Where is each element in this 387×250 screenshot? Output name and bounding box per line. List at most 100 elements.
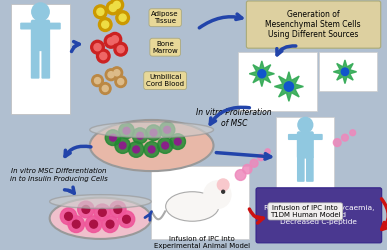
Circle shape <box>82 206 90 213</box>
Circle shape <box>96 49 110 63</box>
FancyBboxPatch shape <box>297 131 314 158</box>
Circle shape <box>258 70 266 78</box>
Circle shape <box>78 201 94 218</box>
Circle shape <box>146 125 161 140</box>
Circle shape <box>217 179 229 191</box>
Circle shape <box>164 126 171 133</box>
Circle shape <box>91 40 104 54</box>
Circle shape <box>162 142 169 149</box>
Circle shape <box>102 86 108 91</box>
Circle shape <box>108 38 115 45</box>
Circle shape <box>341 68 349 76</box>
Circle shape <box>94 44 101 51</box>
Circle shape <box>123 215 130 223</box>
Circle shape <box>204 181 231 208</box>
FancyBboxPatch shape <box>297 156 305 182</box>
Text: Generation of
Mesenchymal Stem Cells
Using Different Sources: Generation of Mesenchymal Stem Cells Usi… <box>265 10 361 40</box>
Circle shape <box>99 82 111 94</box>
Circle shape <box>118 211 135 228</box>
Circle shape <box>132 128 148 144</box>
Text: Umbilical
Cord Blood: Umbilical Cord Blood <box>146 74 184 87</box>
Circle shape <box>150 129 157 136</box>
Circle shape <box>110 134 116 141</box>
Circle shape <box>114 206 122 213</box>
Circle shape <box>113 1 120 8</box>
Circle shape <box>98 208 106 216</box>
Text: Adipose
Tissue: Adipose Tissue <box>151 11 179 24</box>
FancyBboxPatch shape <box>306 156 314 182</box>
Circle shape <box>119 123 134 139</box>
Ellipse shape <box>166 192 219 221</box>
FancyBboxPatch shape <box>41 49 50 79</box>
Circle shape <box>114 42 127 56</box>
Circle shape <box>144 142 159 157</box>
Circle shape <box>298 117 313 132</box>
Circle shape <box>114 70 120 76</box>
FancyBboxPatch shape <box>238 52 317 111</box>
FancyBboxPatch shape <box>20 22 33 30</box>
Text: In vitro Proliferation
of MSC: In vitro Proliferation of MSC <box>196 108 272 128</box>
Circle shape <box>170 134 185 150</box>
Circle shape <box>110 201 126 218</box>
FancyBboxPatch shape <box>31 20 50 51</box>
FancyBboxPatch shape <box>276 117 334 206</box>
Circle shape <box>105 69 117 81</box>
Circle shape <box>94 78 101 84</box>
Circle shape <box>117 46 124 53</box>
Circle shape <box>250 159 258 167</box>
Circle shape <box>350 130 356 136</box>
Circle shape <box>243 164 252 174</box>
FancyBboxPatch shape <box>256 188 382 243</box>
Circle shape <box>235 170 246 180</box>
Circle shape <box>32 3 49 21</box>
Circle shape <box>106 1 120 15</box>
FancyBboxPatch shape <box>151 166 249 239</box>
Text: Reversion of Hyperglycaemia,
Glycosuria and
Decreased C-peptide: Reversion of Hyperglycaemia, Glycosuria … <box>264 205 374 225</box>
Polygon shape <box>333 60 356 84</box>
Circle shape <box>90 220 98 228</box>
Text: Infusion of IPC into
T1DM Human Model: Infusion of IPC into T1DM Human Model <box>270 205 341 218</box>
Circle shape <box>106 220 114 228</box>
Circle shape <box>333 139 341 146</box>
Ellipse shape <box>90 122 214 138</box>
Ellipse shape <box>50 198 151 239</box>
Circle shape <box>265 149 270 154</box>
Circle shape <box>110 4 116 12</box>
Circle shape <box>119 14 126 21</box>
Circle shape <box>94 204 111 221</box>
Circle shape <box>128 142 144 157</box>
FancyBboxPatch shape <box>31 49 39 79</box>
Circle shape <box>119 142 126 149</box>
Circle shape <box>115 138 130 154</box>
Polygon shape <box>249 61 274 86</box>
Circle shape <box>123 127 130 134</box>
Text: Bone
Marrow: Bone Marrow <box>152 41 178 54</box>
Circle shape <box>111 36 118 43</box>
FancyBboxPatch shape <box>312 134 323 140</box>
Text: Infusion of IPC into
Experimental Animal Model: Infusion of IPC into Experimental Animal… <box>154 236 250 249</box>
Circle shape <box>92 75 103 86</box>
Circle shape <box>60 208 77 225</box>
Circle shape <box>222 190 224 193</box>
Circle shape <box>258 154 264 161</box>
Circle shape <box>72 220 80 228</box>
Circle shape <box>108 32 122 46</box>
Circle shape <box>133 146 140 153</box>
Circle shape <box>98 18 112 32</box>
Circle shape <box>137 132 144 139</box>
Circle shape <box>118 78 124 85</box>
Circle shape <box>68 216 84 232</box>
Circle shape <box>148 146 155 153</box>
Circle shape <box>105 130 121 146</box>
Circle shape <box>116 11 129 24</box>
Circle shape <box>102 21 109 28</box>
Circle shape <box>108 72 114 78</box>
Circle shape <box>115 76 127 88</box>
Circle shape <box>175 138 181 145</box>
Circle shape <box>102 216 118 232</box>
Text: In vitro MSC Differentiation
in to Insulin Producing Cells: In vitro MSC Differentiation in to Insul… <box>10 168 108 181</box>
Circle shape <box>97 8 104 16</box>
Polygon shape <box>274 72 303 101</box>
Circle shape <box>110 0 123 12</box>
Circle shape <box>284 82 294 91</box>
